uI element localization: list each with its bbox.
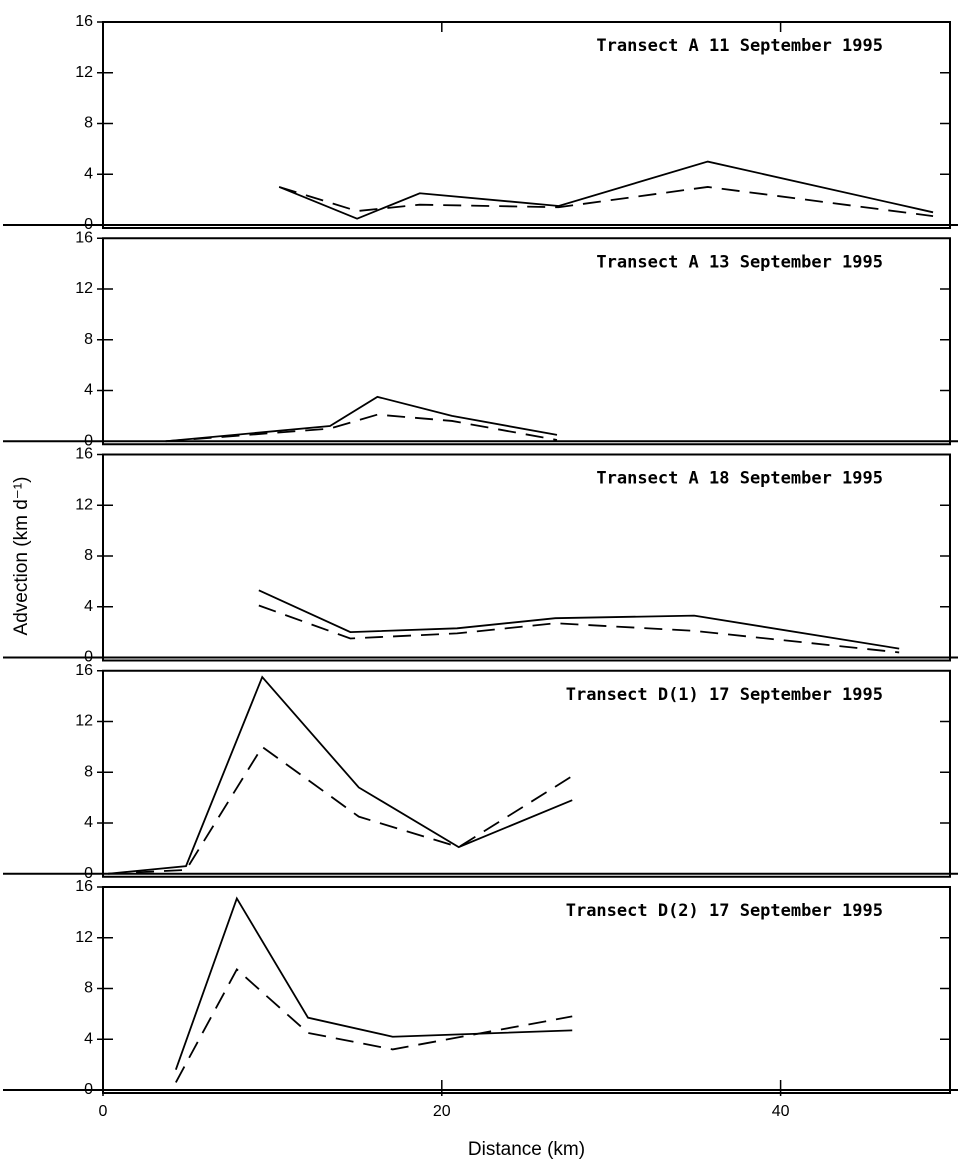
panel-title: Transect A 18 September 1995: [596, 469, 883, 489]
panel-title: Transect D(1) 17 September 1995: [566, 685, 883, 705]
series-line: [108, 745, 573, 875]
x-tick-label: 0: [99, 1103, 108, 1120]
y-tick-label: 8: [84, 763, 93, 780]
series-line: [278, 186, 934, 218]
y-tick-label: 8: [84, 980, 93, 997]
y-tick-label: 16: [75, 229, 93, 246]
y-tick-label: 8: [84, 115, 93, 132]
x-tick-label: 40: [772, 1103, 790, 1120]
y-tick-label: 12: [75, 929, 93, 946]
y-tick-label: 4: [84, 1030, 93, 1047]
y-tick-label: 4: [84, 165, 93, 182]
y-tick-label: 4: [84, 382, 93, 399]
panel-title: Transect A 11 September 1995: [596, 36, 883, 56]
x-axis-label: Distance (km): [468, 1139, 585, 1160]
y-tick-label: 4: [84, 598, 93, 615]
x-tick-label: 20: [433, 1103, 451, 1120]
y-tick-label: 4: [84, 814, 93, 831]
series-line: [278, 160, 934, 220]
panel-frame: [102, 237, 951, 446]
panel-frame: [102, 886, 951, 1094]
y-tick-label: 8: [84, 331, 93, 348]
series-line: [174, 896, 573, 1071]
y-tick-label: 16: [75, 13, 93, 30]
y-tick-label: 8: [84, 547, 93, 564]
series-line: [107, 675, 573, 875]
y-tick-label: 12: [75, 713, 93, 730]
y-tick-label: 0: [84, 216, 93, 233]
panel-title: Transect A 13 September 1995: [596, 252, 883, 272]
series-line: [175, 968, 573, 1083]
series-line: [258, 589, 900, 650]
y-tick-label: 0: [84, 432, 93, 449]
y-axis-label: Advection (km d⁻¹): [11, 477, 32, 636]
y-tick-label: 12: [75, 64, 93, 81]
series-line: [165, 413, 558, 443]
y-tick-label: 0: [84, 1081, 93, 1098]
series-line: [258, 604, 900, 654]
panel-frame: [102, 669, 951, 878]
y-tick-label: 0: [84, 649, 93, 666]
y-tick-label: 12: [75, 280, 93, 297]
y-tick-label: 16: [75, 446, 93, 463]
panel-title: Transect D(2) 17 September 1995: [566, 901, 883, 921]
series-line: [165, 395, 558, 443]
panel-frame: [102, 453, 951, 662]
panel-frame: [102, 21, 951, 229]
y-tick-label: 16: [75, 878, 93, 895]
y-tick-label: 16: [75, 662, 93, 679]
y-tick-label: 0: [84, 865, 93, 882]
y-tick-label: 12: [75, 496, 93, 513]
